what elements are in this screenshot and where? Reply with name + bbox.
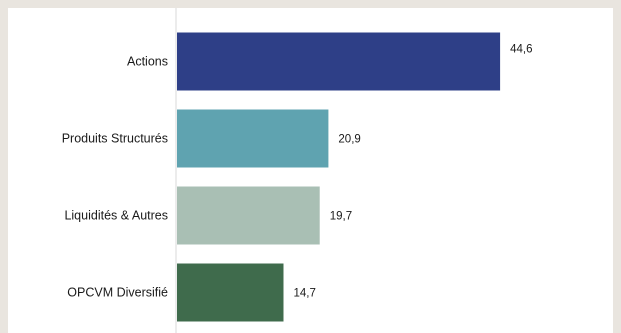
category-label-liquidites-autres: Liquidités & Autres [64,209,168,223]
bar-chart: Actions 44,6 Produits Structurés 20,9 Liquid… [62,8,532,333]
bar-actions [177,32,501,91]
value-label-opcvm-diversifie: 14,7 [293,288,315,300]
chart-panel: Actions 44,6 Produits Structurés 20,9 Liquid… [8,8,613,333]
category-label-actions: Actions [127,55,168,69]
value-label-produits-structures: 20,9 [338,134,360,146]
category-label-produits-structures: Produits Structurés [62,132,168,146]
bars-group: Actions 44,6 Produits Structurés 20,9 Liquid… [62,32,532,322]
bar-liquidites-autres [177,186,320,245]
bar-opcvm-diversifie [177,263,284,322]
value-label-actions: 44,6 [510,44,532,56]
value-label-liquidites-autres: 19,7 [330,211,352,223]
category-label-opcvm-diversifie: OPCVM Diversifié [67,286,168,300]
bar-produits-structures [177,109,329,168]
